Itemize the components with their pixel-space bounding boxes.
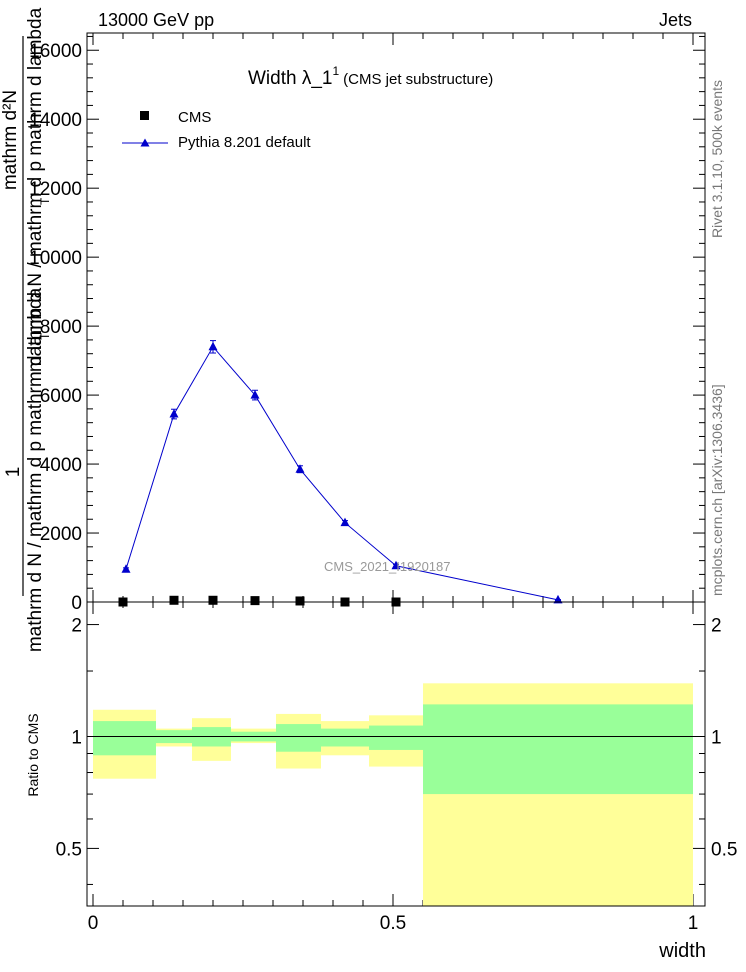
- process-label: Jets: [659, 10, 692, 30]
- pythia-data-point: [553, 594, 563, 604]
- main-title-sup: 1: [332, 64, 339, 78]
- legend-cms-marker: [140, 111, 149, 120]
- ylabel-subscript-t-lower: T: [38, 332, 52, 340]
- pythia-line: [125, 345, 559, 601]
- legend-pythia-label: Pythia 8.201 default: [178, 134, 311, 151]
- cms-data-point: [169, 595, 179, 605]
- ylabel-denominator-lower: mathrm d N / mathrm d p mathrm d lambda: [25, 287, 46, 652]
- cms-data-point: [295, 596, 305, 606]
- ylabel-lhs: 1: [3, 467, 24, 478]
- ratio-inner-band: [276, 724, 321, 752]
- ratio-inner-band: [423, 704, 693, 795]
- x-axis-label: width: [658, 940, 706, 962]
- rivet-label: Rivet 3.1.10, 500k events: [709, 80, 725, 238]
- ratio-y-tick-label: 1: [71, 727, 82, 748]
- main-y-tick-label: 2000: [40, 524, 82, 545]
- main-y-tick-label: 6000: [40, 386, 82, 407]
- main-y-tick-label: 10000: [29, 248, 82, 269]
- cms-data-point: [250, 596, 260, 606]
- ratio-inner-band: [369, 725, 423, 750]
- main-title-note: (CMS jet substructure): [343, 71, 493, 88]
- pythia-data-point: [121, 564, 131, 573]
- legend-pythia-marker: [140, 138, 150, 147]
- ratio-y-tick-label-right: 2: [711, 616, 722, 637]
- ratio-y-tick-label: 0.5: [56, 839, 82, 860]
- analysis-label: CMS_2021_I1920187: [324, 559, 451, 574]
- ylabel-numerator: mathrm d²N: [0, 90, 21, 190]
- pythia-data-point: [250, 390, 260, 399]
- x-tick-label: 1: [688, 913, 699, 934]
- main-y-tick-label: 16000: [29, 41, 82, 62]
- pythia-data-point: [340, 517, 350, 527]
- energy-label: 13000 GeV pp: [98, 10, 214, 30]
- pythia-data-point: [169, 409, 179, 418]
- pythia-data-point: [208, 341, 218, 351]
- ratio-inner-band: [93, 721, 156, 756]
- main-y-tick-label: 14000: [29, 110, 82, 131]
- main-y-label: 1 mathrm d²N mathrm d N / mathrm d p mat…: [0, 7, 52, 652]
- main-y-tick-label: 12000: [29, 179, 82, 200]
- ratio-axes: 0.5 0.5 1 1 2 2 0 0.5 1: [56, 616, 738, 934]
- cms-data-point: [208, 595, 218, 605]
- x-tick-label: 0: [88, 913, 99, 934]
- ylabel-subscript-t-upper: T: [38, 197, 52, 205]
- ratio-bands: [93, 683, 693, 906]
- main-title: Width λ_11 (CMS jet substructure): [248, 64, 493, 89]
- pythia-data-point: [391, 560, 401, 570]
- mcplots-label: mcplots.cern.ch [arXiv:1306.3436]: [709, 384, 725, 596]
- main-y-tick-label: 8000: [40, 317, 82, 338]
- legend: CMS Pythia 8.201 default: [122, 109, 311, 151]
- ratio-y-tick-label-right: 1: [711, 727, 722, 748]
- main-y-tick-label: 4000: [40, 455, 82, 476]
- ratio-y-label: Ratio to CMS: [25, 713, 41, 796]
- main-title-text: Width λ_1: [248, 68, 332, 89]
- pythia-data-point: [295, 464, 305, 473]
- ratio-inner-band: [321, 728, 369, 747]
- ylabel-denominator-upper: mathrm d N / mathrm d p mathrm d lambda: [25, 7, 46, 372]
- legend-cms-label: CMS: [178, 109, 211, 126]
- ratio-y-tick-label-right: 0.5: [711, 839, 737, 860]
- ratio-y-tick-label: 2: [71, 616, 82, 637]
- main-y-tick-label: 0: [71, 593, 82, 614]
- x-tick-label: 0.5: [380, 913, 406, 934]
